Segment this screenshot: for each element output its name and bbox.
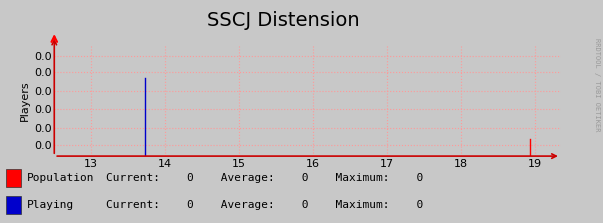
Text: Population: Population (27, 173, 95, 183)
Text: SSCJ Distension: SSCJ Distension (207, 11, 360, 30)
Text: Current:    0    Average:    0    Maximum:    0: Current: 0 Average: 0 Maximum: 0 (106, 200, 423, 210)
Text: Current:    0    Average:    0    Maximum:    0: Current: 0 Average: 0 Maximum: 0 (106, 173, 423, 183)
Y-axis label: Players: Players (20, 80, 30, 121)
Text: Playing: Playing (27, 200, 74, 210)
Text: RRDTOOL / TOBI OETIKER: RRDTOOL / TOBI OETIKER (594, 38, 600, 132)
